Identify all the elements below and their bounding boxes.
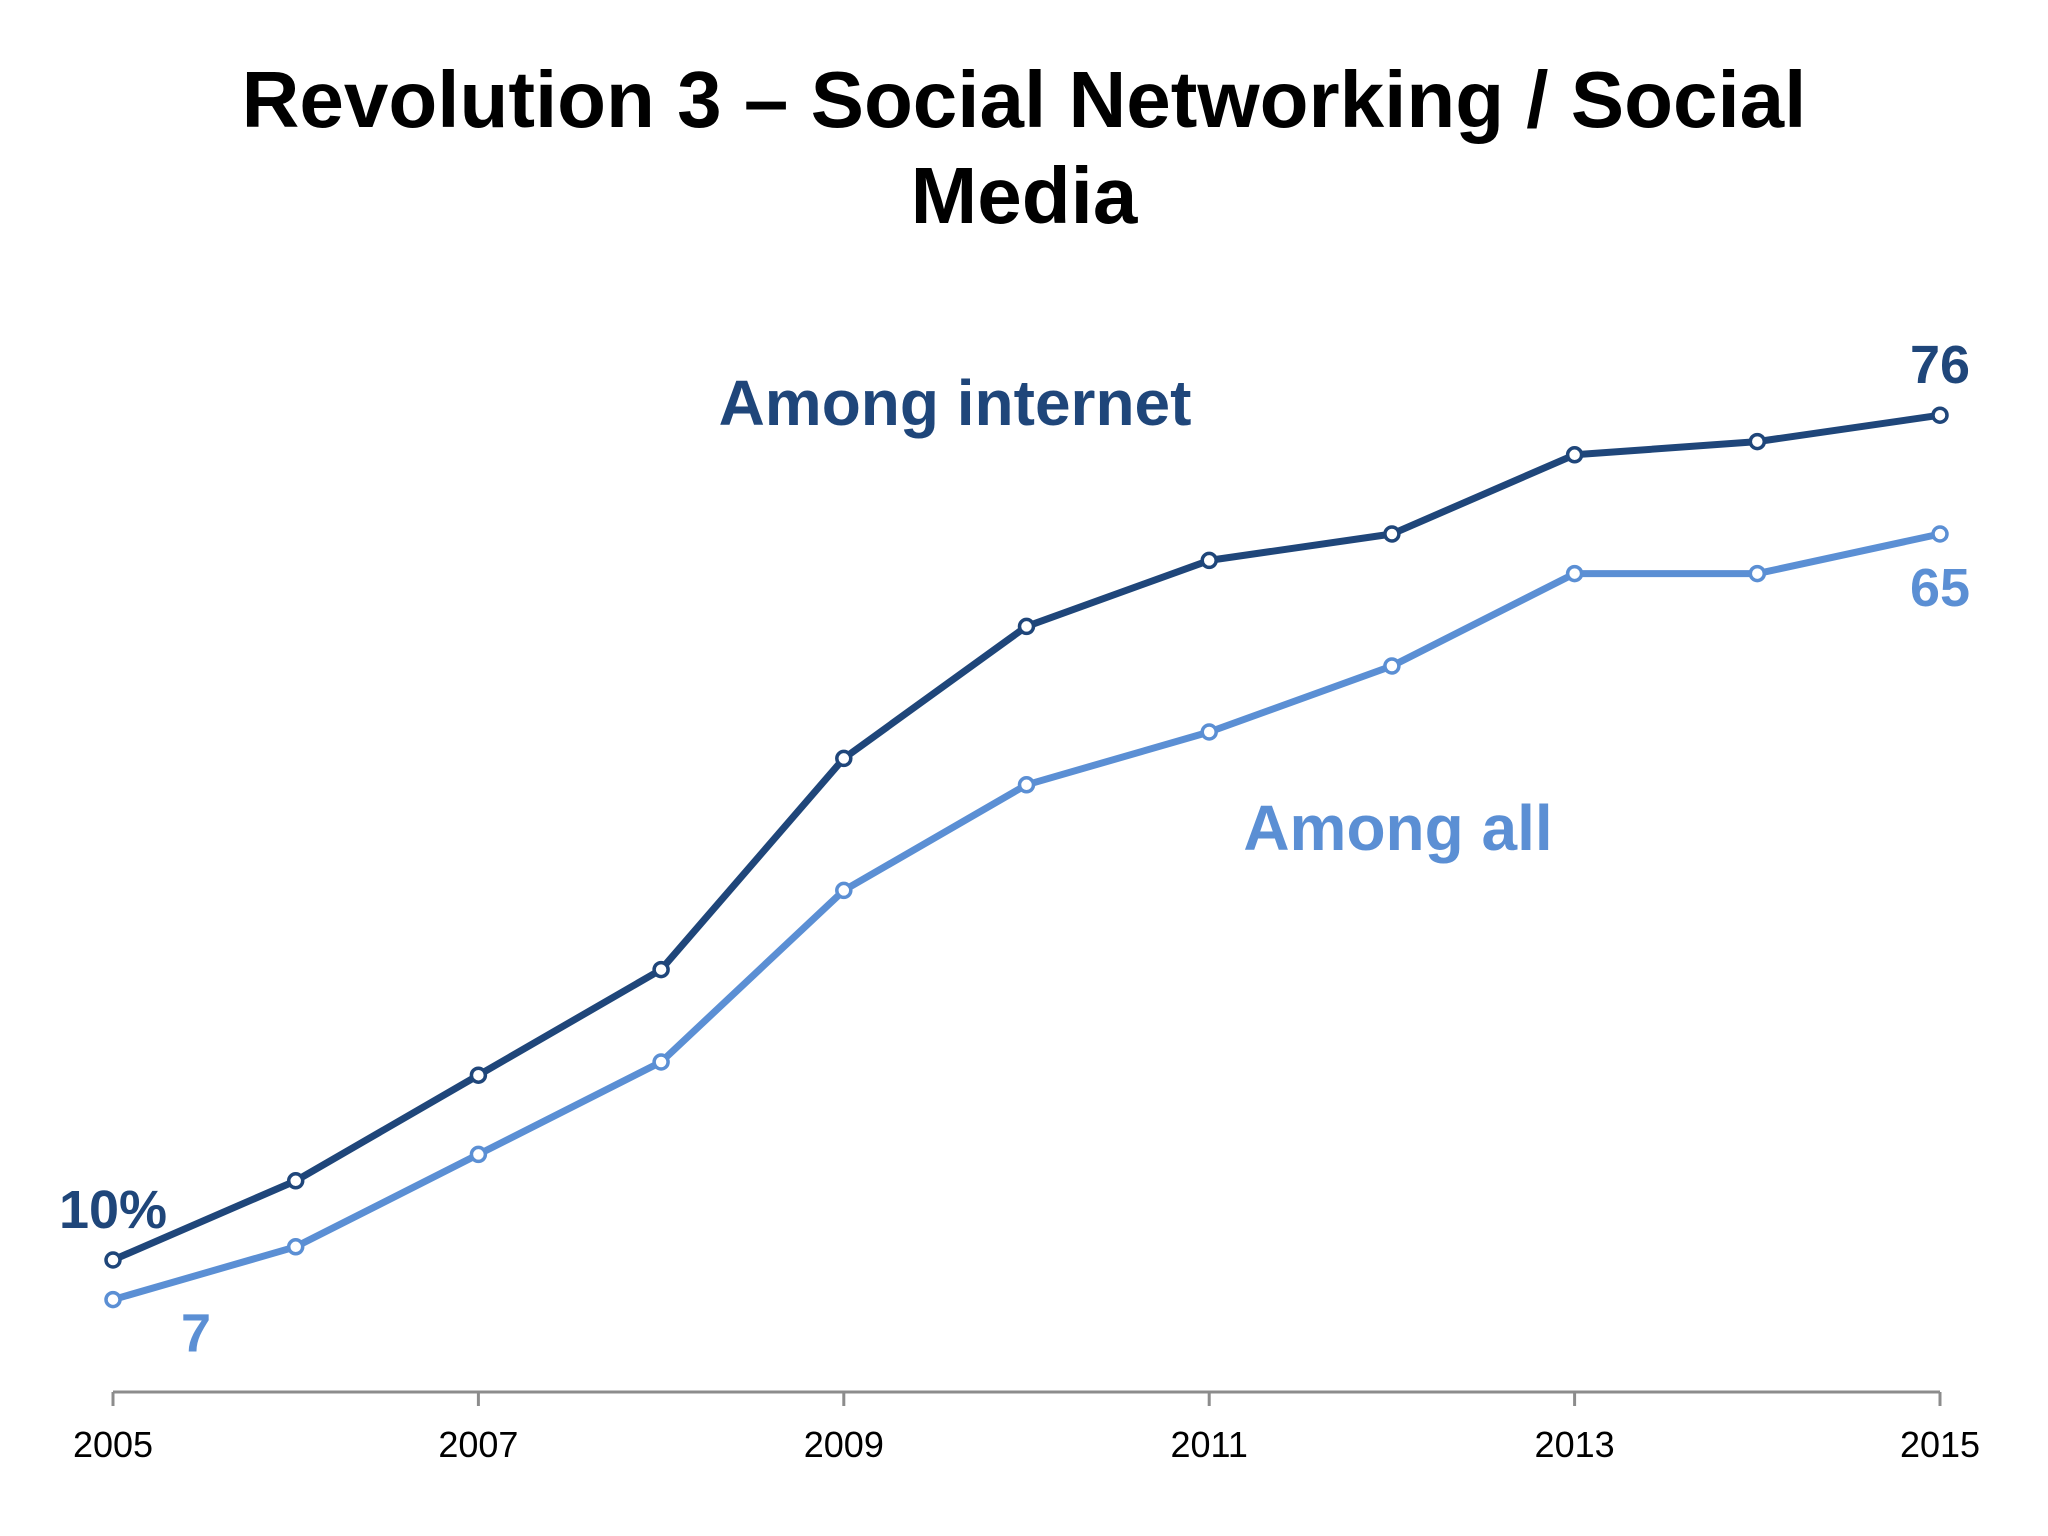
series-label-among-all: Among all <box>1243 792 1552 864</box>
data-point <box>1565 446 1584 464</box>
data-point <box>1017 776 1036 794</box>
data-point <box>1383 525 1401 543</box>
data-point <box>1383 657 1401 675</box>
series-layer <box>104 406 1949 1309</box>
data-label-internet-end: 76 <box>1910 335 1970 395</box>
data-point <box>1200 723 1218 741</box>
x-tick-label: 2009 <box>804 1424 884 1465</box>
chart-title: Revolution 3 – Social Networking / Socia… <box>0 52 2048 244</box>
series-line-0 <box>109 411 1944 1264</box>
data-point <box>1931 525 1949 543</box>
x-tick-label: 2013 <box>1535 1424 1615 1465</box>
x-tick-label: 2007 <box>438 1424 518 1465</box>
chart-title-line-2: Media <box>910 151 1138 240</box>
data-point <box>1565 564 1584 583</box>
x-tick-label: 2011 <box>1170 1424 1247 1465</box>
series-label-among-internet: Among internet <box>719 367 1192 439</box>
data-point <box>1748 432 1767 451</box>
data-label-internet-start: 10% <box>59 1180 167 1240</box>
data-label-all-start: 7 <box>181 1304 211 1364</box>
data-point <box>286 1172 305 1190</box>
data-point <box>104 1290 122 1309</box>
label-layer: Among internet Among all 10% 76 7 65 <box>59 335 1970 1363</box>
data-point <box>652 1053 670 1071</box>
data-point <box>469 1145 488 1164</box>
data-point <box>835 749 853 768</box>
data-point <box>1931 406 1949 424</box>
data-point <box>469 1066 488 1084</box>
data-point <box>835 881 853 900</box>
series-line-1 <box>109 530 1944 1304</box>
data-point <box>286 1238 305 1256</box>
data-point <box>1748 564 1767 583</box>
x-tick-label: 2015 <box>1900 1424 1980 1465</box>
x-tick-label: 2005 <box>73 1424 153 1465</box>
chart-title-line-1: Revolution 3 – Social Networking / Socia… <box>241 55 1807 144</box>
data-point <box>652 960 670 979</box>
x-axis: 2005 2007 2009 2011 2013 2015 <box>73 1390 1980 1465</box>
data-point <box>104 1251 122 1269</box>
data-point <box>1200 551 1218 570</box>
data-point <box>1017 617 1036 636</box>
data-label-all-end: 65 <box>1910 558 1970 618</box>
